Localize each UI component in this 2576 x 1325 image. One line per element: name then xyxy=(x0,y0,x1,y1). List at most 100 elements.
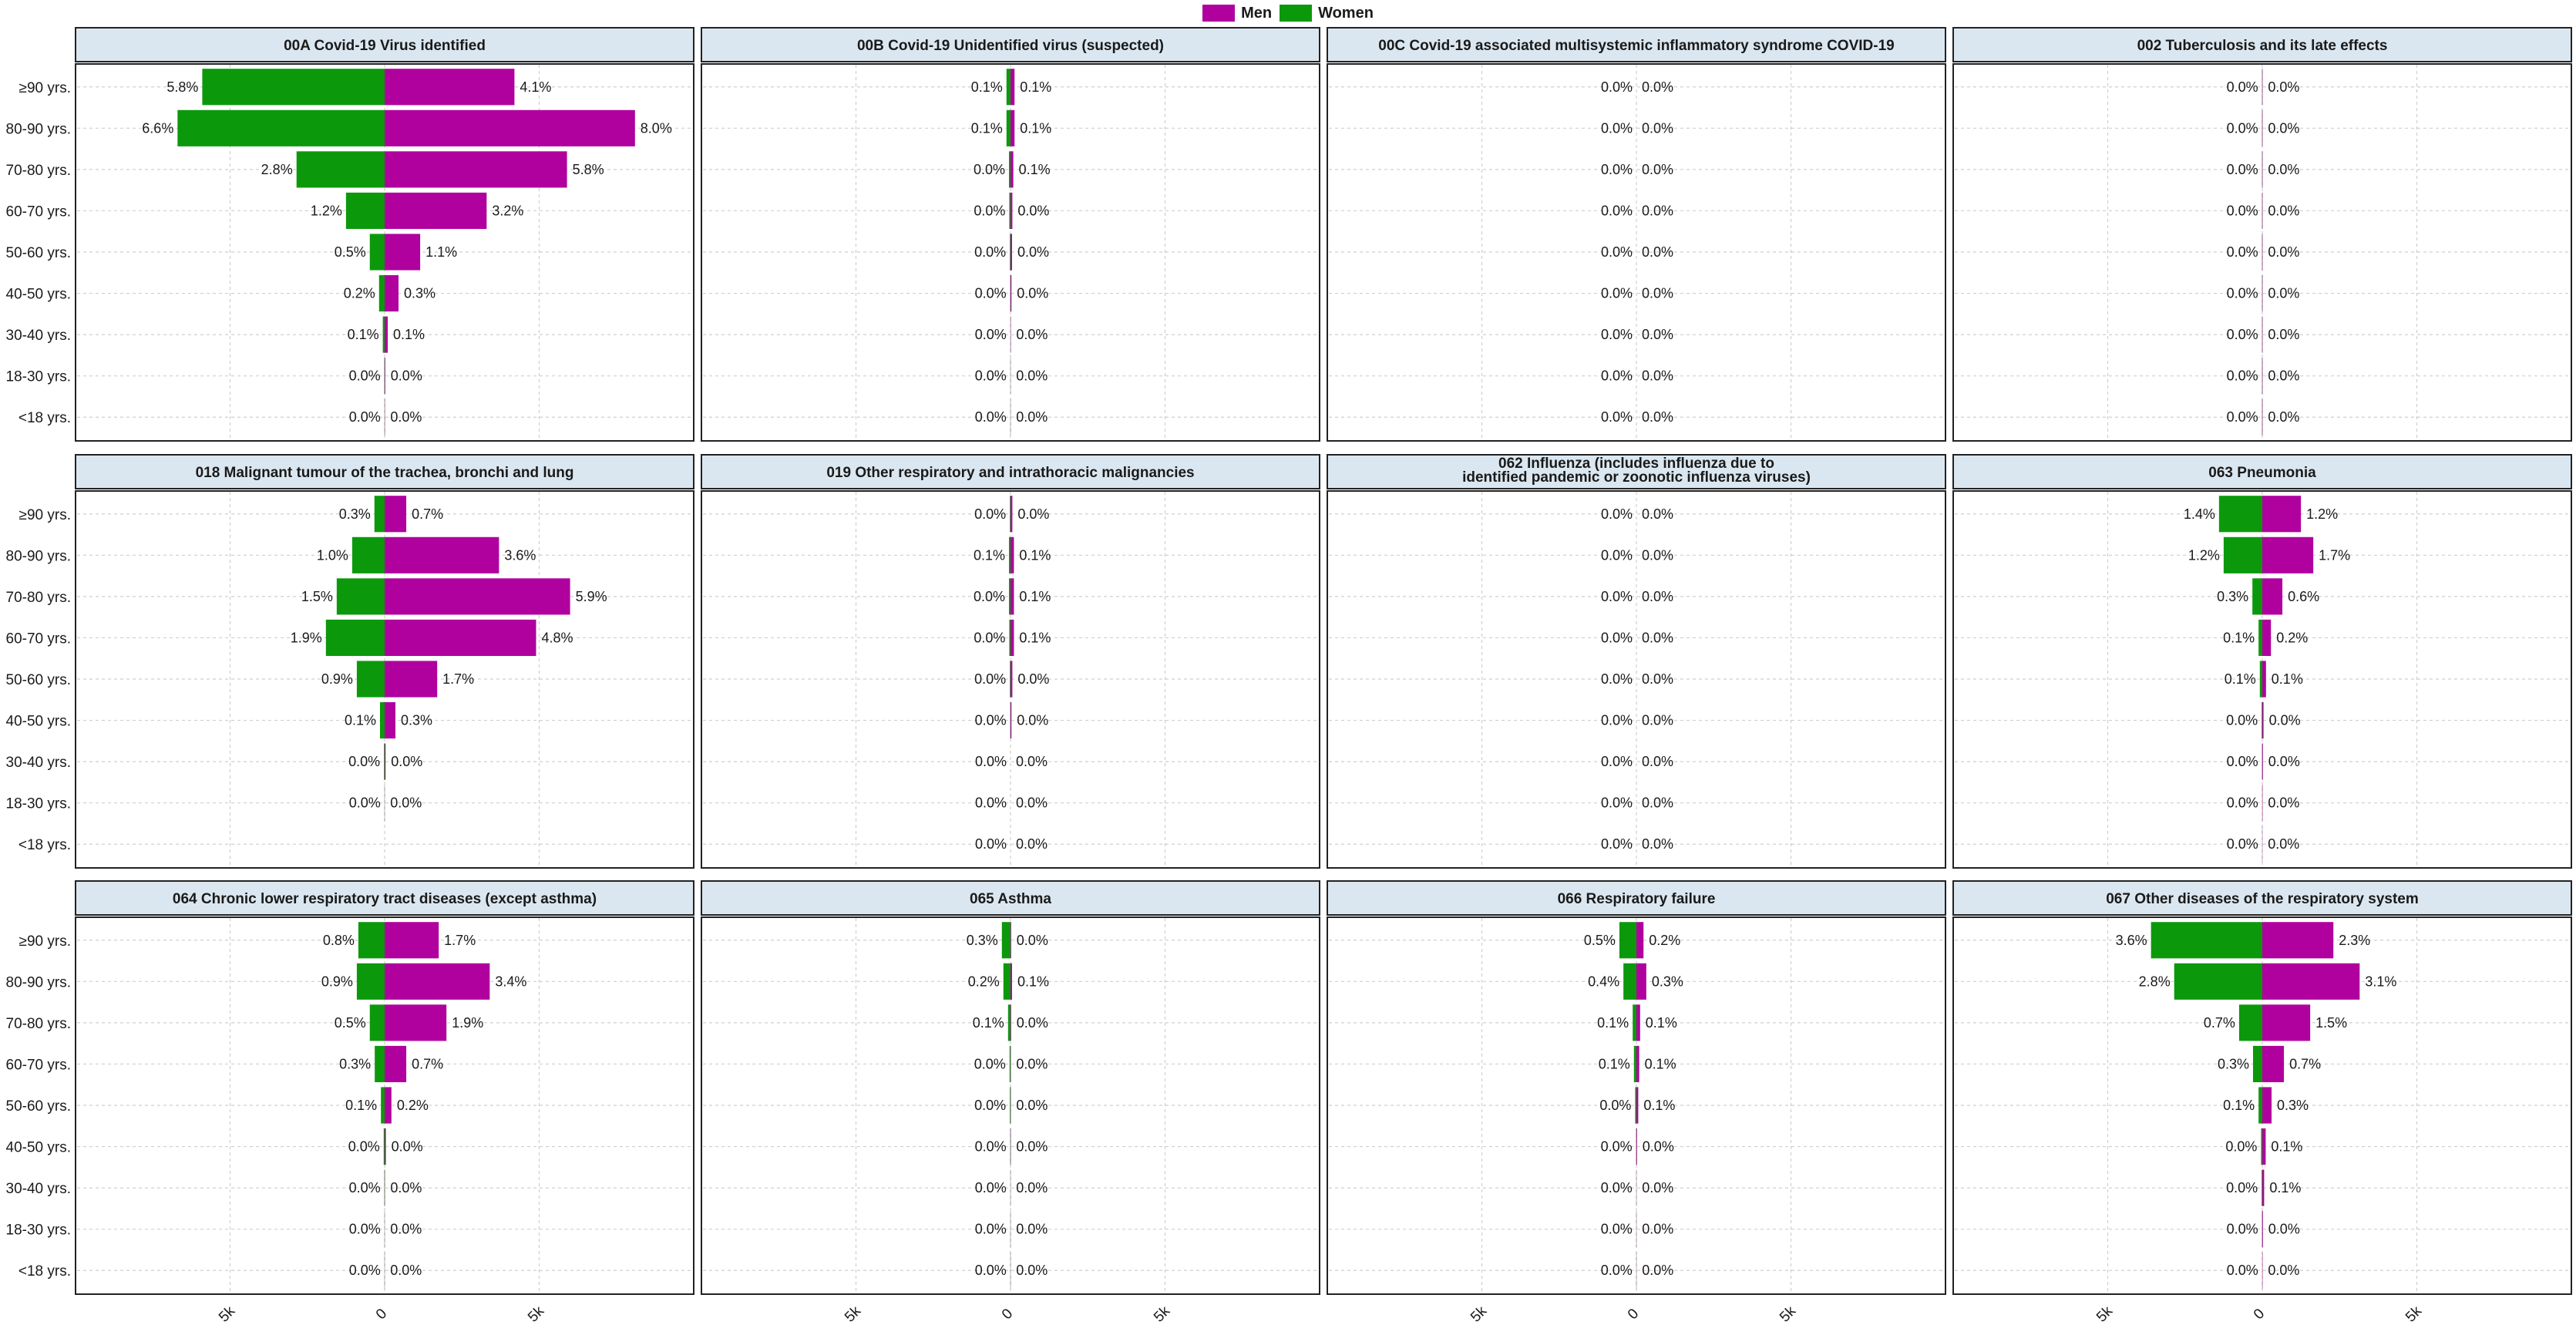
bar-label-women: 0.0% xyxy=(349,1222,381,1237)
bar-label-men: 0.0% xyxy=(1016,1222,1048,1237)
bar-women xyxy=(2259,661,2262,698)
bar-label-men: 0.0% xyxy=(1016,409,1048,425)
bar-men xyxy=(385,234,421,271)
bar-label-women: 0.0% xyxy=(2227,286,2258,301)
bar-men xyxy=(2262,1004,2311,1041)
bar-label-women: 0.0% xyxy=(2227,409,2258,425)
bar-label-women: 0.0% xyxy=(2227,79,2258,95)
y-tick-label: 70-80 yrs. xyxy=(6,163,71,179)
bar-label-women: 0.1% xyxy=(345,713,376,728)
y-tick-label: 40-50 yrs. xyxy=(6,1140,71,1156)
bar-women xyxy=(356,963,385,1000)
bar-women xyxy=(1010,234,1011,271)
bar-label-women: 0.0% xyxy=(974,1056,1006,1071)
panel-strip xyxy=(1327,27,1946,62)
bar-label-women: 0.0% xyxy=(349,368,381,384)
legend-swatch-men xyxy=(1202,5,1236,22)
bar-women xyxy=(1006,69,1011,106)
legend-item-men[interactable]: Men xyxy=(1202,5,1272,22)
bar-label-women: 0.0% xyxy=(1599,1098,1631,1113)
panel-title: 063 Pneumonia xyxy=(2208,465,2316,481)
bar-label-men: 0.2% xyxy=(2276,630,2308,645)
bar-label-men: 0.0% xyxy=(1642,795,1673,811)
bar-label-men: 0.0% xyxy=(391,754,422,769)
bar-label-men: 0.0% xyxy=(1642,368,1673,384)
bar-label-men: 1.5% xyxy=(2315,1015,2347,1031)
panel-strip xyxy=(1952,880,2572,916)
bar-label-men: 1.7% xyxy=(444,933,476,948)
y-tick-label: 60-70 yrs. xyxy=(6,631,71,647)
bar-label-women: 0.0% xyxy=(2227,162,2258,177)
panel-title: identified pandemic or zoonotic influenz… xyxy=(1462,469,1811,486)
bar-label-men: 0.1% xyxy=(1646,1015,1677,1031)
bar-label-women: 0.0% xyxy=(2227,203,2258,218)
bar-label-women: 0.0% xyxy=(2227,1263,2258,1278)
bar-women xyxy=(2258,1087,2262,1124)
bar-label-women: 0.1% xyxy=(971,120,1003,136)
bar-label-men: 0.3% xyxy=(2277,1098,2309,1113)
bar-label-women: 0.3% xyxy=(2217,589,2248,604)
bar-label-men: 1.7% xyxy=(2319,547,2350,563)
bar-women xyxy=(358,922,385,959)
legend-item-women[interactable]: Women xyxy=(1280,5,1374,22)
bar-label-women: 0.0% xyxy=(2227,1222,2258,1237)
bar-label-women: 0.0% xyxy=(1601,286,1633,301)
bar-men xyxy=(385,661,438,698)
panel-title: 062 Influenza (includes influenza due to xyxy=(1498,456,1774,472)
bar-men xyxy=(385,963,490,1000)
bar-women xyxy=(384,743,385,780)
y-tick-label: 80-90 yrs. xyxy=(6,974,71,990)
bar-label-men: 0.3% xyxy=(1652,974,1683,989)
bar-label-women: 0.0% xyxy=(349,795,381,811)
bar-label-women: 0.7% xyxy=(2204,1015,2235,1031)
bar-women xyxy=(177,109,385,146)
bar-label-men: 0.0% xyxy=(1016,1139,1048,1155)
bar-label-women: 0.0% xyxy=(975,795,1007,811)
bar-label-men: 0.0% xyxy=(1642,713,1673,728)
y-tick-label: 18-30 yrs. xyxy=(6,1222,71,1239)
bar-women xyxy=(1003,963,1011,1000)
bar-label-women: 0.0% xyxy=(1601,244,1633,260)
x-tick-label: 0 xyxy=(2251,1306,2268,1323)
bar-label-men: 0.0% xyxy=(1642,1222,1673,1237)
bar-label-men: 0.1% xyxy=(393,327,425,342)
bar-men xyxy=(385,1045,407,1083)
bar-women xyxy=(383,1128,385,1165)
bar-men xyxy=(385,619,536,657)
bar-women xyxy=(1633,1045,1636,1083)
bar-women xyxy=(1635,1087,1636,1124)
bar-label-men: 0.0% xyxy=(390,1222,422,1237)
bar-label-men: 0.1% xyxy=(1019,589,1051,604)
bar-label-men: 0.1% xyxy=(1643,1098,1675,1113)
bar-label-men: 0.0% xyxy=(1016,1098,1048,1113)
legend-label-women: Women xyxy=(1318,4,1374,22)
bar-men xyxy=(1011,151,1014,188)
bar-label-women: 0.0% xyxy=(975,286,1007,301)
bar-label-women: 0.1% xyxy=(973,1015,1004,1031)
bar-label-women: 0.0% xyxy=(974,671,1006,687)
bar-label-women: 0.3% xyxy=(2218,1056,2249,1071)
bar-label-women: 0.0% xyxy=(2227,754,2258,769)
bar-men xyxy=(385,922,439,959)
bar-label-women: 0.0% xyxy=(1601,162,1633,177)
bar-label-men: 0.0% xyxy=(2268,836,2299,852)
bar-label-women: 0.0% xyxy=(974,162,1005,177)
bar-label-women: 1.4% xyxy=(2184,506,2215,522)
panel-title: 064 Chronic lower respiratory tract dise… xyxy=(173,891,597,907)
bar-label-men: 0.1% xyxy=(1645,1056,1676,1071)
panel-title: 018 Malignant tumour of the trachea, bro… xyxy=(196,465,574,481)
bar-label-women: 0.0% xyxy=(1601,671,1633,687)
bar-label-men: 0.0% xyxy=(2268,327,2299,342)
bar-label-women: 0.0% xyxy=(1601,327,1633,342)
bar-label-men: 0.0% xyxy=(390,409,422,425)
bar-label-women: 0.0% xyxy=(1601,795,1633,811)
legend: Men Women xyxy=(0,2,2576,25)
bar-label-men: 0.1% xyxy=(2269,1180,2301,1196)
bar-label-women: 0.0% xyxy=(2225,1139,2257,1155)
bar-label-women: 0.0% xyxy=(348,754,380,769)
bar-label-men: 0.0% xyxy=(1642,120,1673,136)
bar-men xyxy=(1011,578,1014,615)
bar-label-men: 0.0% xyxy=(1642,203,1673,218)
y-tick-label: 80-90 yrs. xyxy=(6,548,71,564)
bar-women xyxy=(1623,963,1636,1000)
